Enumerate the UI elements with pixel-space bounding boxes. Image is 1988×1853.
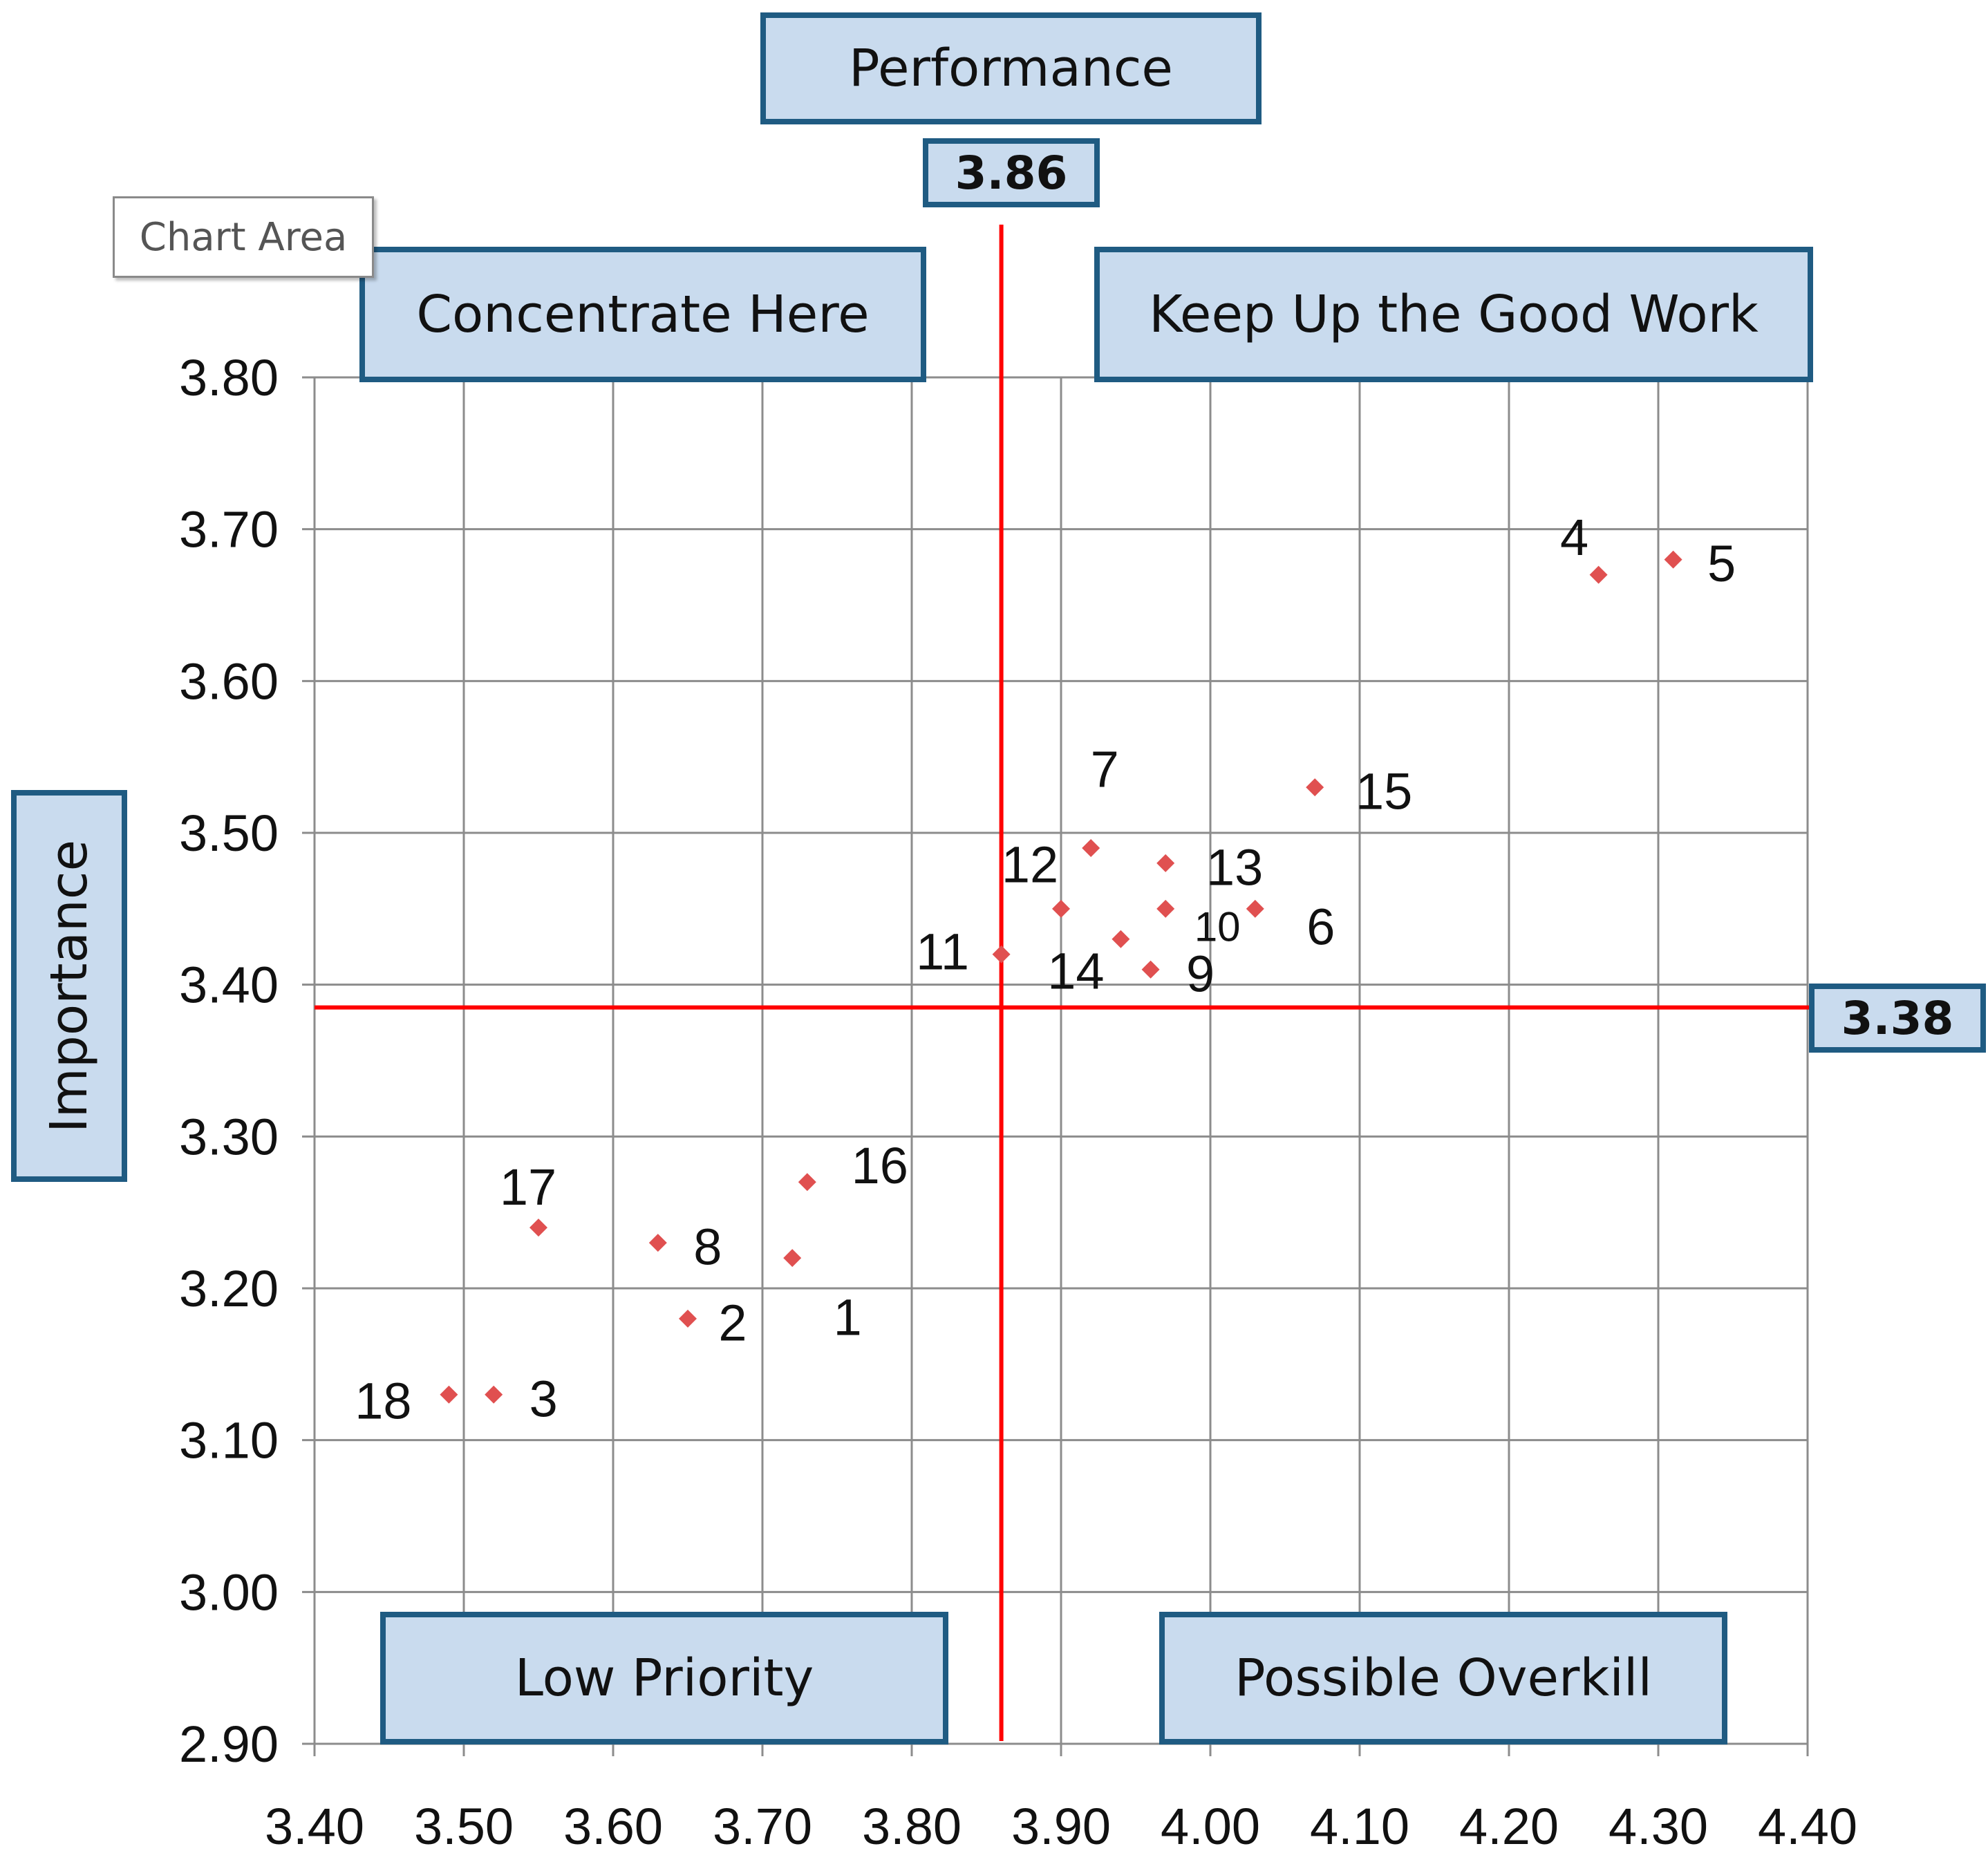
data-point-7 <box>1082 838 1100 857</box>
x-tick-label: 4.20 <box>1459 1798 1559 1853</box>
x-tick-label: 3.40 <box>265 1798 364 1853</box>
data-label-4: 4 <box>1560 509 1588 566</box>
x-tick-label: 4.10 <box>1310 1798 1409 1853</box>
data-label-16: 16 <box>852 1137 908 1194</box>
y-tick-label: 3.60 <box>179 652 279 710</box>
data-label-3: 3 <box>529 1370 558 1427</box>
data-point-16 <box>798 1173 816 1192</box>
x-axis-title: Performance <box>760 12 1262 124</box>
x-tick-label: 4.40 <box>1758 1798 1857 1853</box>
data-point-13 <box>1156 854 1175 872</box>
mean-y-value-badge: 3.38 <box>1809 984 1986 1053</box>
data-point-5 <box>1664 550 1682 569</box>
data-point-18 <box>440 1385 458 1404</box>
y-axis-title: Importance <box>39 839 99 1133</box>
data-label-5: 5 <box>1707 535 1736 592</box>
data-point-3 <box>485 1385 503 1404</box>
y-tick-label: 3.10 <box>179 1412 279 1469</box>
axis-ticks: 3.40 3.50 3.60 3.70 3.80 3.90 4.00 4.10 4.20 4.30… <box>179 349 1857 1853</box>
data-label-11: 11 <box>916 923 969 980</box>
y-tick-label: 2.90 <box>179 1715 279 1773</box>
data-point-1 <box>783 1249 802 1268</box>
data-label-7: 7 <box>1091 741 1119 798</box>
quadrant-bottom-left-label: Low Priority <box>380 1612 948 1744</box>
data-label-8: 8 <box>693 1219 722 1276</box>
data-point-17 <box>529 1219 547 1237</box>
data-label-18: 18 <box>355 1372 411 1429</box>
data-label-1: 1 <box>834 1289 862 1346</box>
mean-lines <box>315 225 1811 1741</box>
data-point-6 <box>1246 899 1264 918</box>
data-point-2 <box>679 1309 697 1328</box>
y-tick-label: 3.00 <box>179 1563 279 1621</box>
data-point-4 <box>1589 565 1608 584</box>
data-label-12: 12 <box>1002 836 1058 893</box>
x-tick-label: 3.50 <box>414 1798 514 1853</box>
data-point-12 <box>1052 899 1070 918</box>
chart-area-tooltip: Chart Area <box>113 196 374 278</box>
gridlines <box>302 376 1809 1756</box>
y-tick-label: 3.40 <box>179 957 279 1014</box>
y-tick-label: 3.80 <box>179 349 279 406</box>
quadrant-top-right-label: Keep Up the Good Work <box>1094 247 1813 382</box>
data-label-14: 14 <box>1047 942 1104 999</box>
data-point-14 <box>1112 930 1130 948</box>
data-point-8 <box>648 1234 667 1252</box>
data-points <box>440 550 1682 1404</box>
y-tick-label: 3.70 <box>179 501 279 558</box>
y-tick-label: 3.20 <box>179 1260 279 1317</box>
x-tick-label: 3.90 <box>1011 1798 1111 1853</box>
data-label-13: 13 <box>1206 839 1263 896</box>
mean-x-value-badge: 3.86 <box>923 138 1100 207</box>
data-point-15 <box>1306 778 1324 797</box>
quadrant-bottom-right-label: Possible Overkill <box>1159 1612 1727 1744</box>
data-label-17: 17 <box>500 1158 556 1216</box>
data-label-6: 6 <box>1306 898 1335 955</box>
data-point-10 <box>1156 899 1175 918</box>
x-tick-label: 4.30 <box>1609 1798 1708 1853</box>
y-axis-title-box: Importance <box>11 790 127 1182</box>
data-label-9: 9 <box>1186 945 1215 1002</box>
x-tick-label: 3.80 <box>862 1798 962 1853</box>
data-label-10: 10 <box>1194 903 1241 950</box>
y-tick-label: 3.50 <box>179 805 279 862</box>
data-label-15: 15 <box>1356 763 1412 820</box>
data-point-11 <box>992 945 1011 963</box>
x-tick-label: 4.00 <box>1161 1798 1260 1853</box>
quadrant-top-left-label: Concentrate Here <box>359 247 926 382</box>
y-tick-label: 3.30 <box>179 1108 279 1165</box>
data-point-9 <box>1141 960 1160 979</box>
x-tick-label: 3.60 <box>563 1798 663 1853</box>
data-label-2: 2 <box>718 1295 747 1352</box>
x-tick-label: 3.70 <box>713 1798 812 1853</box>
